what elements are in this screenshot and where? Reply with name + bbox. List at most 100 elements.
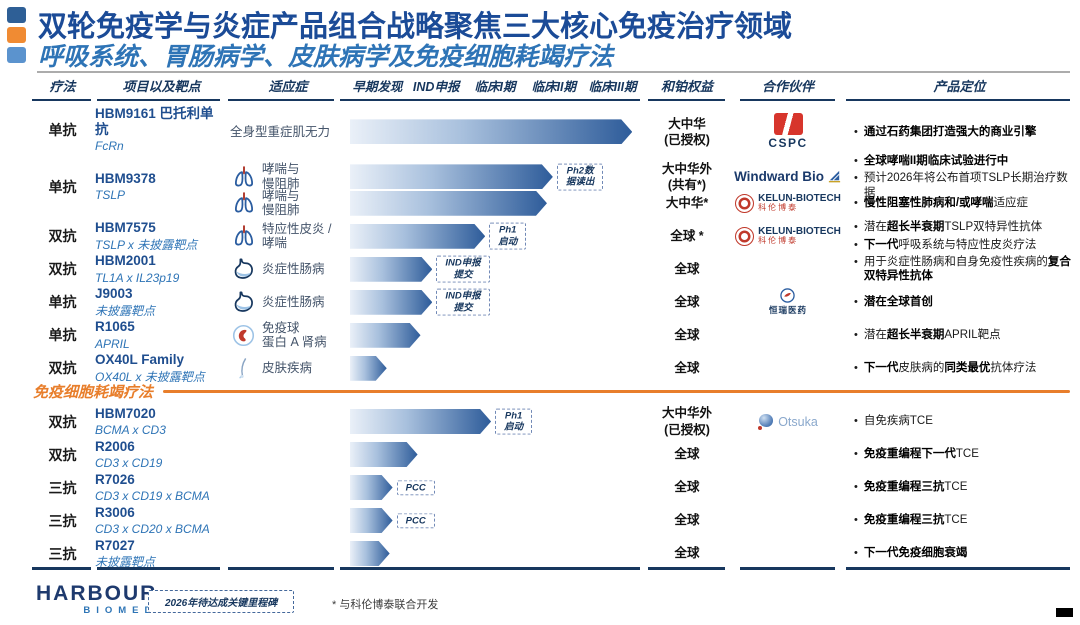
table-row: 单抗 HBM9378 TSLP 哮喘与 慢阻肺 Ph2数 据读出 大中华外 (共… bbox=[30, 154, 1075, 220]
positioning-bullet: • 免疫重编程三抗TCE bbox=[854, 514, 968, 527]
positioning-bullet: • 全球哮喘II期临床试验进行中 bbox=[854, 154, 1009, 167]
positioning-cell: • 自免疾病TCE bbox=[844, 414, 1075, 428]
project-cell: HBM9161 巴托利单抗 FcRn bbox=[95, 106, 228, 154]
phase-label-discovery: 早期发现 bbox=[352, 80, 403, 94]
tce-section-header: 免疫细胞耗竭疗法 bbox=[33, 381, 1070, 402]
therapy-type: 单抗 bbox=[48, 121, 77, 138]
positioning-bullet: • 自免疾病TCE bbox=[854, 415, 933, 428]
project-cell: R7027 未披露靶点 bbox=[95, 538, 228, 570]
header-divider bbox=[37, 71, 1070, 73]
project-target: OX40L x 未披露靶点 bbox=[95, 369, 205, 384]
table-row: 三抗 R7027 未披露靶点 全球 • 下一代免疫细胞衰竭 bbox=[30, 537, 1075, 570]
indication-icon bbox=[230, 190, 257, 217]
kelun-emblem-icon bbox=[735, 226, 755, 246]
phase-label-ph3: 临床III期 bbox=[588, 80, 637, 94]
tce-section-line bbox=[163, 390, 1070, 393]
phase-progress-bar bbox=[350, 508, 393, 533]
phase-track: PCC bbox=[348, 475, 642, 500]
otsuka-logo: Otsuka bbox=[758, 413, 818, 430]
hengrui-emblem-icon bbox=[780, 288, 796, 303]
positioning-bullet: • 下一代皮肤病的同类最优抗体疗法 bbox=[854, 362, 1037, 375]
kelun-label-cn: 科伦博泰 bbox=[758, 203, 799, 213]
positioning-bullet: • 下一代呼吸系统与特应性皮炎疗法 bbox=[854, 238, 1037, 251]
skin-hair-icon bbox=[239, 357, 247, 379]
rights-cell: 全球 bbox=[674, 361, 700, 376]
column-header-phases: 早期发现 IND申报 临床I期 临床II期 临床III期 bbox=[340, 76, 642, 101]
phase-label-ph2: 临床II期 bbox=[531, 80, 577, 94]
rights-cell: 全球 bbox=[674, 295, 700, 310]
indication-label: 皮肤疾病 bbox=[262, 361, 313, 376]
table-row: 双抗 HBM7575 TSLP x 未披露靶点 特应性皮炎 / 哮喘 Ph1 启… bbox=[30, 220, 1075, 253]
indication-label: 免疫球 蛋白 A 肾病 bbox=[262, 320, 327, 350]
logo-biomed-text: BIOMED bbox=[83, 605, 158, 616]
pipeline-subrow: 全球 • 免疫重编程下一代TCE bbox=[228, 438, 1075, 471]
lungs-icon bbox=[234, 225, 253, 246]
indication-label: 特应性皮炎 / 哮喘 bbox=[262, 221, 332, 251]
logo-harbour-text: HARBOUR bbox=[36, 582, 158, 605]
rights-cell: 大中华外 (共有*) bbox=[661, 161, 712, 192]
project-name: OX40L Family bbox=[95, 352, 185, 368]
project-name: HBM9378 bbox=[95, 170, 156, 186]
column-header-project: 项目以及靶点 bbox=[95, 76, 228, 101]
rights-cell: 大中华* bbox=[665, 196, 709, 211]
therapy-type: 双抗 bbox=[48, 360, 77, 377]
project-target: CD3 x CD20 x BCMA bbox=[95, 521, 210, 536]
project-cell: J9003 未披露靶点 bbox=[95, 286, 228, 318]
partner-cell: CSPC bbox=[732, 113, 844, 150]
phase-progress-bar bbox=[350, 475, 393, 500]
table-bottom-rules bbox=[30, 567, 1075, 570]
project-name: HBM2001 bbox=[95, 253, 156, 269]
phase-track bbox=[348, 356, 642, 381]
project-cell: HBM7575 TSLP x 未披露靶点 bbox=[95, 220, 228, 252]
phase-progress-bar bbox=[350, 191, 547, 216]
rights-cell: 全球 bbox=[674, 513, 700, 528]
project-name: HBM9161 巴托利单抗 bbox=[95, 106, 214, 138]
indication-cell: 炎症性肠病 bbox=[228, 256, 348, 283]
page-subtitle: 呼吸系统、胃肠病学、皮肤病学及免疫细胞耗竭疗法 bbox=[38, 43, 614, 71]
partner-cell: Otsuka bbox=[732, 413, 844, 430]
kelun-emblem-icon bbox=[735, 193, 755, 213]
indication-label: 炎症性肠病 bbox=[262, 262, 325, 277]
indication-icon bbox=[230, 355, 257, 382]
pipeline-subrow: 全球 • 下一代免疫细胞衰竭 bbox=[228, 537, 1075, 570]
phase-track: IND申报 提交 bbox=[348, 288, 642, 316]
table-row: 双抗 HBM2001 TL1A x IL23p19 炎症性肠病 IND申报 提交… bbox=[30, 253, 1075, 286]
positioning-cell: • 下一代皮肤病的同类最优抗体疗法 bbox=[844, 361, 1075, 375]
therapy-type: 三抗 bbox=[48, 512, 77, 529]
kelun-biotech-logo: KELUN-BIOTECH 科伦博泰 bbox=[735, 193, 841, 213]
row-subs: 特应性皮炎 / 哮喘 Ph1 启动 全球 * KELUN-BIOTECH 科伦博… bbox=[228, 220, 1075, 253]
positioning-cell: • 用于炎症性肠病和自身免疫性疾病的复合双特异性抗体 bbox=[844, 255, 1075, 284]
project-target: TL1A x IL23p19 bbox=[95, 270, 180, 285]
tce-section-title: 免疫细胞耗竭疗法 bbox=[33, 384, 154, 401]
row-subs: PCC 全球 • 免疫重编程三抗TCE bbox=[228, 471, 1075, 504]
project-name: R1065 bbox=[95, 319, 135, 335]
column-header-partner: 合作伙伴 bbox=[732, 76, 844, 101]
phase-label-ind: IND申报 bbox=[412, 80, 460, 94]
indication-icon bbox=[230, 256, 257, 283]
cspc-logo: CSPC bbox=[768, 113, 807, 150]
accent-square bbox=[7, 27, 26, 43]
pipeline-table-top: 单抗 HBM9161 巴托利单抗 FcRn 全身型重症肌无力 大中华 (已授权)… bbox=[30, 106, 1075, 385]
rights-cell: 全球 bbox=[674, 447, 700, 462]
project-target: FcRn bbox=[95, 139, 124, 154]
phase-track: Ph1 启动 bbox=[348, 222, 642, 250]
therapy-type: 双抗 bbox=[48, 413, 77, 430]
row-subs: 免疫球 蛋白 A 肾病 全球 • 潜在超长半衰期APRIL靶点 bbox=[228, 319, 1075, 352]
milestone-label: Ph2数 据读出 bbox=[556, 163, 604, 191]
pipeline-subrow: 哮喘与 慢阻肺 大中华* KELUN-BIOTECH 科伦博泰 • 慢性阻塞性肺病… bbox=[228, 187, 1075, 220]
rights-cell: 大中华外 (已授权) bbox=[661, 406, 712, 437]
indication-icon bbox=[230, 322, 257, 349]
indication-cell: 特应性皮炎 / 哮喘 bbox=[228, 222, 348, 251]
column-header-indication: 适应症 bbox=[228, 76, 348, 101]
project-name: HBM7575 bbox=[95, 220, 156, 236]
partner-cell: KELUN-BIOTECH 科伦博泰 bbox=[732, 193, 844, 213]
pipeline-table-tce: 双抗 HBM7020 BCMA x CD3 Ph1 启动 大中华外 (已授权) … bbox=[30, 405, 1075, 570]
indication-cell: 免疫球 蛋白 A 肾病 bbox=[228, 321, 348, 350]
otsuka-sphere-icon bbox=[758, 413, 774, 430]
therapy-type: 单抗 bbox=[48, 327, 77, 344]
row-subs: 全身型重症肌无力 大中华 (已授权) CSPC • 通过石药集团打造强大的商业引擎 bbox=[228, 113, 1075, 150]
row-subs: 哮喘与 慢阻肺 Ph2数 据读出 大中华外 (共有*) Windward Bio… bbox=[228, 154, 1075, 220]
phase-progress-bar bbox=[350, 119, 632, 144]
project-cell: R3006 CD3 x CD20 x BCMA bbox=[95, 505, 228, 537]
milestone-legend: 2026年待达成关键里程碑 bbox=[148, 590, 295, 613]
